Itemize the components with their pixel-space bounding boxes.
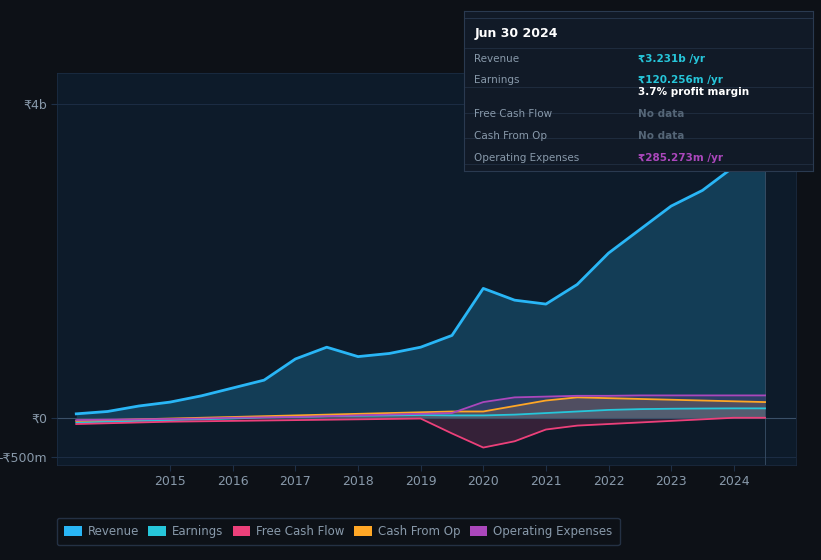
Text: No data: No data bbox=[639, 109, 685, 119]
Text: Operating Expenses: Operating Expenses bbox=[475, 153, 580, 163]
Text: No data: No data bbox=[639, 131, 685, 141]
Text: ₹285.273m /yr: ₹285.273m /yr bbox=[639, 153, 723, 163]
Text: ₹3.231b /yr: ₹3.231b /yr bbox=[639, 54, 705, 64]
Text: Jun 30 2024: Jun 30 2024 bbox=[475, 27, 557, 40]
Text: ₹120.256m /yr: ₹120.256m /yr bbox=[639, 76, 723, 86]
Text: Cash From Op: Cash From Op bbox=[475, 131, 548, 141]
Text: 3.7% profit margin: 3.7% profit margin bbox=[639, 87, 750, 97]
Text: Earnings: Earnings bbox=[475, 76, 520, 86]
Legend: Revenue, Earnings, Free Cash Flow, Cash From Op, Operating Expenses: Revenue, Earnings, Free Cash Flow, Cash … bbox=[57, 518, 620, 545]
Text: Free Cash Flow: Free Cash Flow bbox=[475, 109, 553, 119]
Text: Revenue: Revenue bbox=[475, 54, 520, 64]
